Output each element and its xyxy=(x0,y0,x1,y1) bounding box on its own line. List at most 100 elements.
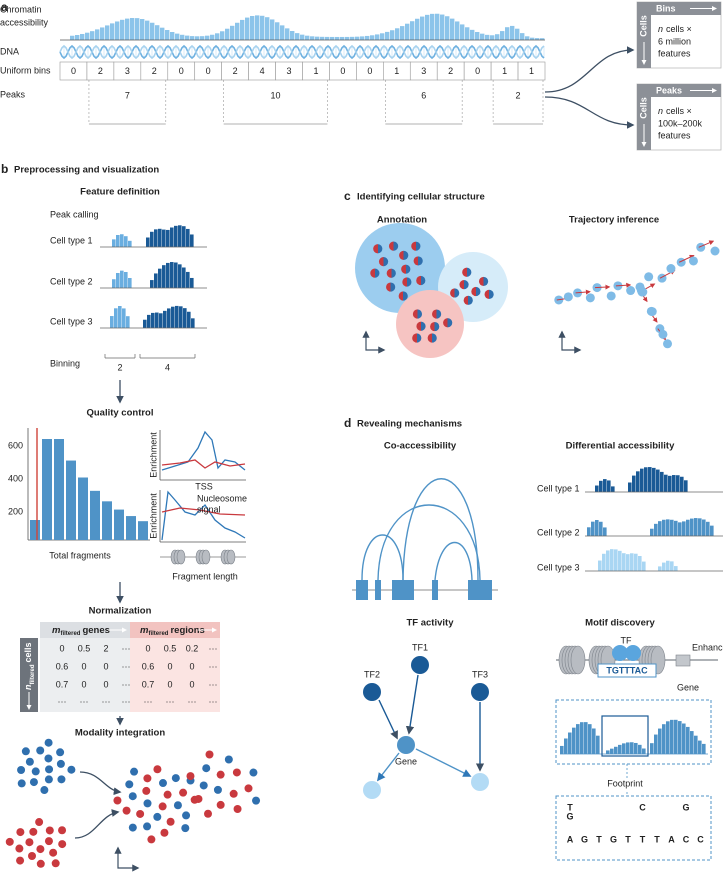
cell-dot xyxy=(216,770,225,779)
accessibility-bar xyxy=(305,35,310,40)
track-label: Chromatin xyxy=(0,4,42,14)
histogram-bar xyxy=(698,518,702,536)
table-header: mfiltered genes xyxy=(52,625,110,637)
bin-count: 0 xyxy=(475,66,480,76)
italic-n: n xyxy=(658,106,663,116)
cells-bar xyxy=(20,638,38,712)
cell-dot xyxy=(36,845,45,854)
histogram-bar xyxy=(650,743,654,754)
histogram-bar xyxy=(158,268,162,288)
table-cell: ··· xyxy=(102,696,111,706)
histogram-bar xyxy=(162,265,166,288)
cell-dot xyxy=(204,809,213,818)
table-cell: 0 xyxy=(145,643,150,653)
panel-label: c xyxy=(344,189,351,203)
histogram-bar xyxy=(151,312,155,328)
accessibility-bar xyxy=(185,35,190,40)
bin-count: 0 xyxy=(340,66,345,76)
peak-block xyxy=(356,580,368,600)
histogram-bar xyxy=(159,313,163,328)
histogram-bar xyxy=(607,480,611,492)
histogram-bar xyxy=(596,735,600,754)
histogram-bar xyxy=(644,467,648,492)
annotated-cell xyxy=(450,288,460,298)
header-rest: cells xyxy=(23,642,33,662)
accessibility-bar xyxy=(240,19,245,40)
dna-strand xyxy=(59,44,545,60)
histogram-bar xyxy=(694,735,698,754)
table-cell: 0 xyxy=(103,679,108,689)
histogram-bar xyxy=(30,520,40,540)
accessibility-bar xyxy=(430,13,435,40)
histogram-bar xyxy=(150,280,154,288)
output-line: features xyxy=(658,130,691,140)
histogram-bar xyxy=(155,312,159,328)
histogram-bar xyxy=(666,560,670,571)
histogram-bar xyxy=(642,561,646,571)
cell-dot xyxy=(128,823,137,832)
histogram-bar xyxy=(182,226,186,247)
cell-dot xyxy=(29,827,38,836)
histogram-bar xyxy=(143,319,147,328)
cluster-circle xyxy=(396,290,464,358)
histogram-bar xyxy=(632,475,636,492)
histogram-bar xyxy=(670,561,674,571)
peak-count: 7 xyxy=(125,90,130,100)
accessibility-bar xyxy=(310,36,315,40)
trajectory-cell xyxy=(676,257,686,267)
panel-label: b xyxy=(1,162,8,176)
cell-dot xyxy=(58,826,67,835)
accessibility-bar xyxy=(220,31,225,40)
row-label: Peak calling xyxy=(50,209,99,219)
histogram-bar xyxy=(124,271,128,288)
header-rest: regions xyxy=(170,625,204,636)
bin-count: 4 xyxy=(165,362,170,372)
section-title: Feature definition xyxy=(80,187,160,198)
track-label: accessibility xyxy=(0,17,49,27)
histogram-bar xyxy=(648,467,652,492)
cell-dot xyxy=(249,768,258,777)
histogram-bar xyxy=(174,262,178,288)
section-title: TF activity xyxy=(407,618,455,629)
accessibility-bar xyxy=(125,18,130,40)
table-cell: 0.7 xyxy=(142,679,155,689)
accessibility-bar xyxy=(390,30,395,40)
trajectory-cell xyxy=(606,291,616,301)
accessibility-bar xyxy=(400,26,405,40)
accessibility-bar xyxy=(280,25,285,40)
accessibility-bar xyxy=(415,18,420,40)
table-cell: 0.7 xyxy=(56,679,69,689)
axis-label: Fragment length xyxy=(172,571,238,581)
cell-dot xyxy=(186,772,195,781)
logo-letter: T xyxy=(596,834,602,844)
histogram-bar xyxy=(622,743,626,754)
cell-dot xyxy=(49,848,58,857)
dna-strand xyxy=(59,44,545,60)
table-header: mfiltered regions xyxy=(140,625,205,637)
histogram-bar xyxy=(170,262,174,288)
annotated-cell xyxy=(411,241,421,251)
edge xyxy=(415,748,472,777)
cell-dot xyxy=(130,767,139,776)
table-cell: ··· xyxy=(122,696,131,706)
coaccess-arc xyxy=(434,541,473,581)
cell-dot xyxy=(17,766,26,775)
cell-dot xyxy=(232,768,241,777)
accessibility-bar xyxy=(460,24,465,40)
nucleosome xyxy=(201,549,211,565)
cell-dot xyxy=(166,817,175,826)
annotated-cell xyxy=(430,321,440,332)
cell-dot xyxy=(122,806,131,815)
accessibility-bar xyxy=(510,25,515,40)
header-sub: filtered xyxy=(30,664,36,684)
velocity-arrow xyxy=(575,289,591,295)
histogram-bar xyxy=(112,279,116,288)
table-cell: 2 xyxy=(103,643,108,653)
accessibility-bar xyxy=(360,36,365,40)
velocity-arrow xyxy=(615,282,632,288)
flow-arrow xyxy=(544,46,635,93)
trajectory-cell xyxy=(696,242,706,252)
gene-label: Gene xyxy=(677,682,699,692)
tf-label: TF xyxy=(621,635,632,645)
histogram-bar xyxy=(658,521,662,536)
